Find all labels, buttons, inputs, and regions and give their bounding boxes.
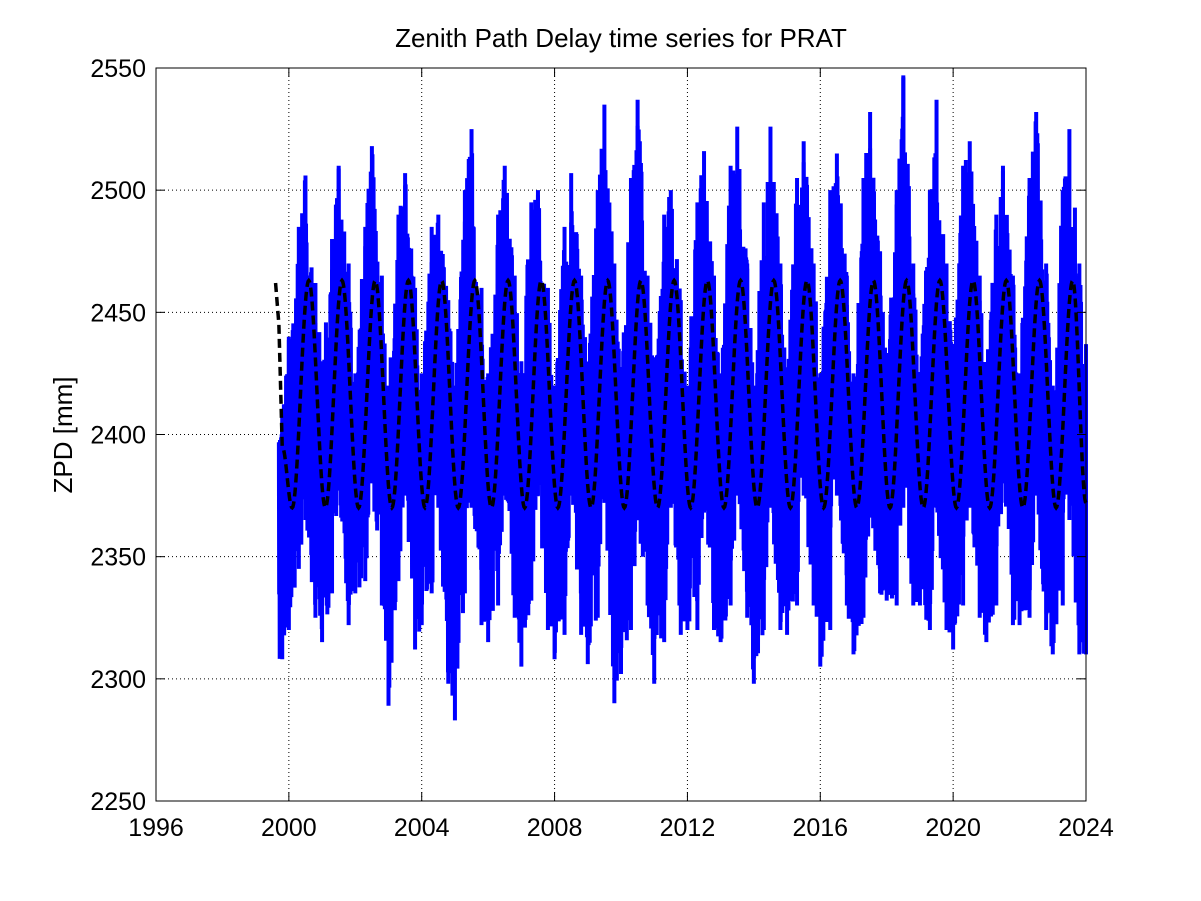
axis-ticks bbox=[155, 67, 1087, 802]
y-tick-label: 2550 bbox=[90, 55, 146, 83]
y-tick-label: 2400 bbox=[90, 422, 146, 450]
x-tick-label: 2004 bbox=[394, 814, 450, 842]
x-tick-label: 2020 bbox=[925, 814, 981, 842]
x-tick-label: 1996 bbox=[128, 814, 184, 842]
x-tick-label: 2012 bbox=[660, 814, 716, 842]
y-tick-label: 2300 bbox=[90, 666, 146, 694]
y-tick-label: 2350 bbox=[90, 544, 146, 572]
x-tick-label: 2008 bbox=[527, 814, 583, 842]
plot-area bbox=[155, 67, 1088, 802]
x-tick-label: 2024 bbox=[1058, 814, 1114, 842]
y-tick-label: 2250 bbox=[90, 788, 146, 816]
model-series bbox=[273, 277, 1088, 511]
y-axis-label: ZPD [mm] bbox=[48, 377, 78, 494]
y-tick-label: 2500 bbox=[90, 177, 146, 205]
x-tick-label: 2016 bbox=[792, 814, 848, 842]
y-tick-label: 2450 bbox=[90, 299, 146, 327]
model-zpd-dashed-line bbox=[273, 277, 1088, 511]
chart-title: Zenith Path Delay time series for PRAT bbox=[395, 23, 847, 53]
x-tick-label: 2000 bbox=[261, 814, 317, 842]
